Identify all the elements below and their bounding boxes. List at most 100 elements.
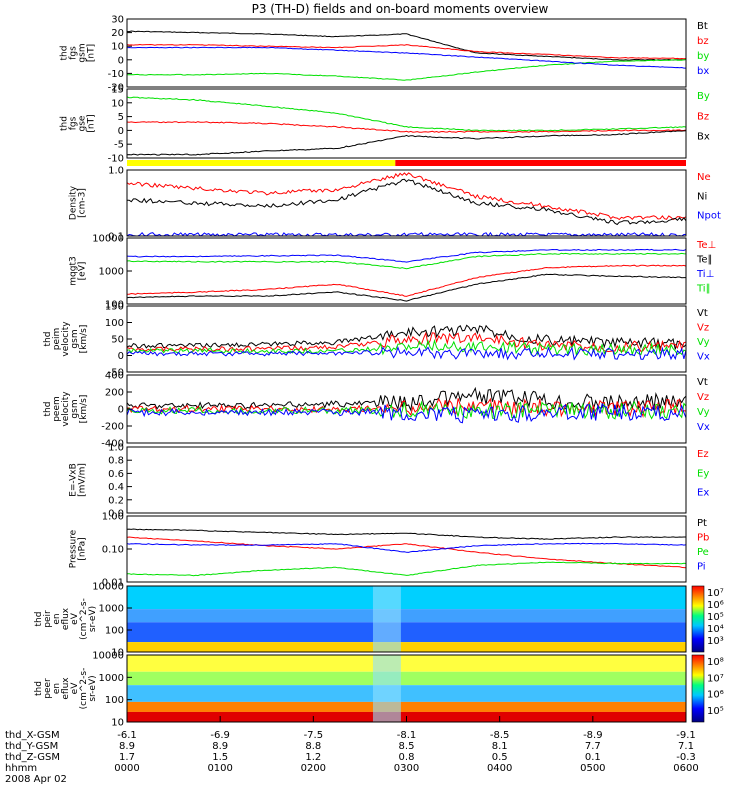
fgs_gsm-ytick-label: 0 [118,55,124,66]
efield-ytick-label: 0.6 [108,469,124,480]
fgs_gse-series-Bx [126,130,687,156]
peir_spec-colorbar-tick: 10⁵ [707,612,724,623]
peem_vel-ytick-label: -200 [101,422,124,433]
peim_vel-ytick-label: 50 [111,335,124,346]
pressure-legend-Pb: Pb [697,533,709,544]
ephem-label-3: hhmm [5,763,37,774]
peer_spec-ytick-label: 100 [105,695,124,706]
ephem-value: -0.3 [676,752,696,763]
density-series-Ni [126,178,687,226]
pressure-series-Pe [126,561,687,577]
peir_spec-ytick-label: 1000 [99,604,124,615]
peim_vel-legend-Vy: Vy [697,337,710,348]
efield-ytick-label: 0.8 [108,456,124,467]
ephem-label-1: thd_Y-GSM [5,741,58,752]
panel-fgs_gsm: 30 20 10 0 -10 -20 thdfgsgsm[nT] Bt bz by bx [60,15,710,94]
temp-legend-Te⊥: Te⊥ [696,240,716,251]
fgs_gse-ytick-label: -5 [114,140,124,151]
fgs_gsm-series-Bt [126,30,687,61]
peer_spec-ytick-label: 1000 [99,673,124,684]
fgs_gse-ytick-label: -10 [108,154,124,165]
ephem-label-2: thd_Z-GSM [5,752,60,763]
fgs_gse-frame [126,88,687,159]
pressure-legend-Pt: Pt [697,518,707,529]
ephem-value: 8.8 [305,741,321,752]
efield-legend-Ez: Ez [697,449,709,460]
peem_vel-ylabel: thdpeemvelocitygsm[km/s] [43,391,89,427]
ephem-value: 0100 [207,763,232,774]
ephem-value: 0500 [580,763,605,774]
fgs_gse-legend-Bx: Bx [697,132,710,143]
peem_vel-series-Vx [126,402,687,424]
peim_vel-series-Vy [126,338,687,357]
ephem-value: -8.5 [490,730,510,741]
temp-series-Te⊥ [127,264,687,297]
ephem-value: 0200 [301,763,326,774]
peir_spec-colorbar [691,585,705,653]
peim_vel-ytick-label: 100 [105,318,124,329]
panel-peer_spec: 10⁸ 10⁷ 10⁶ 10⁵ 10000 1000 100 10 thdpeereneflux… [34,651,724,729]
pressure-ytick-label: 0.10 [102,545,124,556]
fgs_gsm-series-bz [126,43,687,60]
efield-ytick-label: 0.2 [108,495,124,506]
ephem-value: 0400 [487,763,512,774]
temp-legend-Ti⊥: Ti⊥ [696,269,714,280]
ephem-value: 0000 [114,763,139,774]
fgs_gsm-legend-by: by [697,51,709,62]
density-series-Ne [126,172,687,221]
fgs_gse-series-By [126,96,687,132]
fgs_gsm-legend-bx: bx [697,66,709,77]
ephem-value: 0.1 [585,752,601,763]
efield-ytick-label: 1.0 [108,443,124,454]
fgs_gsm-ytick-label: 10 [111,42,124,53]
peem_vel-ytick-label: 200 [105,388,124,399]
fgs_gsm-ytick-label: -10 [108,69,124,80]
panel-fgs_gse: 15 10 5 0 -5 -10 thdfgsgse[nT] By Bz Bx [60,85,710,165]
peir_spec-colorbar-tick: 10⁷ [707,588,724,599]
temp-series-Te∥ [126,273,686,302]
panel-peem_vel: 400 200 0 -200 -400 thdpeemvelocitygsm[km/s] V… [43,371,710,450]
pressure-series-Pb [126,536,687,569]
panel-pressure: 1.00 0.10 0.01 Pressure[nPa] Pt Pb Pe Pi [69,512,710,589]
peer_spec-band-3 [127,701,686,712]
fgs_gse-ytick-label: 5 [118,112,124,123]
fgs_gsm-legend-bz: bz [697,36,709,47]
temp-ytick-label: 1000 [99,267,124,278]
density-ylabel: Density[cm-3] [69,185,88,220]
temp-series-Ti⊥ [126,248,687,263]
peer_spec-colorbar [691,654,705,723]
peim_vel-legend-Vx: Vx [697,352,710,363]
peim_vel-legend-Vt: Vt [697,308,708,319]
panel-temp: 10000 1000 100 mqgt3[eV] Te⊥ Te∥ Ti⊥ Ti∥ [69,234,717,311]
fgs_gse-series-Bz [126,121,687,133]
ephem-value: 8.9 [119,741,135,752]
density-ytick-label: 1.0 [108,166,124,177]
peer_spec-band-2 [127,685,686,702]
peir_spec-ylabel: thdpeirenefluxeV(cm^2-s-sr-eV) [34,598,98,640]
panel-peim_vel: 150100500-50thdpeimvelocitygsm[km/s]VtVz… [43,302,710,379]
efield-ytick-label: 0.0 [108,509,124,520]
fgs_gse-ytick-label: 10 [111,98,124,109]
peem_vel-ytick-label: 0 [118,405,124,416]
peer_spec-band-0 [127,655,686,672]
efield-legend-Ex: Ex [697,488,709,499]
ephem-value: -9.1 [676,730,696,741]
pressure-ylabel: Pressure[nPa] [69,529,88,568]
ephem-value: 8.9 [212,741,228,752]
peer_spec-colorbar-tick: 10⁵ [707,706,724,717]
ephem-value: -6.9 [210,730,230,741]
efield-frame [126,446,687,514]
efield-ylabel: E=-VxB[mV/m] [69,463,88,497]
fgs_gsm-ylabel: thdfgsgsm[nT] [60,43,97,62]
pressure-legend-Pi: Pi [697,562,706,573]
fgs_gsm-series-by [126,59,687,81]
peir_spec-colorbar-tick: 10⁶ [707,600,724,611]
density-legend-Ne: Ne [697,172,711,183]
peim_vel-series-Vz [126,331,687,353]
pressure-ytick-label: 1.00 [102,512,124,523]
peir_spec-ytick-label: 100 [105,626,124,637]
pressure-ytick-label: 0.01 [102,578,124,589]
ephem-value: 1.2 [305,752,321,763]
ephem-value: 1.7 [119,752,135,763]
efield-ytick-label: 0.4 [108,482,124,493]
